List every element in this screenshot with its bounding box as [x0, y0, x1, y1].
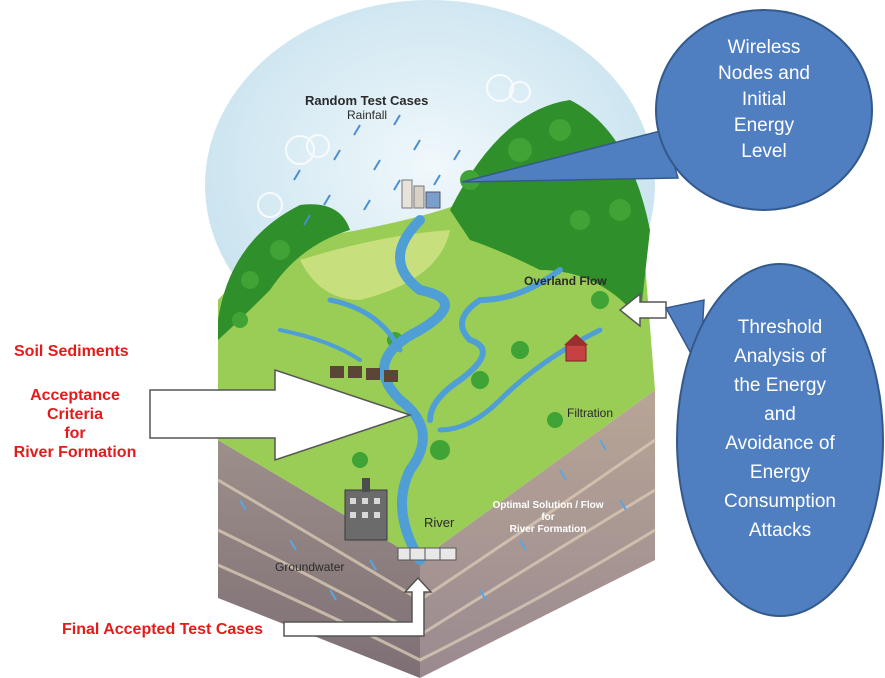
river-label: River — [424, 515, 455, 530]
forest-left — [218, 204, 350, 340]
rainfall-title: Random Test Cases — [305, 93, 429, 108]
threshold-callout-line: the Energy — [734, 375, 826, 396]
cloud-swirls — [257, 74, 531, 218]
threshold-callout-line: and — [764, 404, 796, 425]
wireless-callout-line: Initial — [741, 89, 787, 110]
final-accepted-arrow — [283, 576, 433, 637]
houses-row — [330, 366, 398, 382]
wireless-callout-line: Wireless — [727, 37, 801, 58]
optimal-line-2: for — [541, 512, 555, 523]
wireless-callout-bubble — [655, 9, 873, 211]
acceptance-line-2: Criteria — [46, 406, 104, 423]
optimal-line-3: River Formation — [509, 524, 587, 535]
wireless-callout-line: Level — [741, 141, 787, 162]
groundwater-drops — [239, 439, 627, 601]
overland-flow-label: Overland Flow — [524, 274, 607, 288]
acceptance-arrow — [149, 368, 413, 462]
wireless-callout-text: Wireless Nodes and Initial Energy Level — [676, 35, 852, 165]
threshold-callout-text: Threshold Analysis of the Energy and Avoidan… — [690, 313, 870, 545]
wireless-callout-line: Energy — [733, 115, 795, 136]
acceptance-line-1: Acceptance — [30, 387, 120, 404]
threshold-callout-line: Threshold — [737, 317, 823, 338]
river-network — [278, 215, 603, 565]
final-accepted-label: Final Accepted Test Cases — [62, 621, 263, 638]
soil-right-face — [420, 390, 655, 678]
acceptance-line-3: for — [64, 425, 86, 442]
dam — [397, 547, 457, 561]
threshold-callout-line: Analysis of — [734, 346, 826, 367]
rain-streaks — [293, 114, 461, 226]
wireless-callout-line: Nodes and — [718, 63, 810, 84]
rainfall-subtitle: Rainfall — [347, 108, 388, 122]
threshold-callout-line: Avoidance of — [725, 433, 835, 454]
threshold-callout-line: Energy — [749, 462, 811, 483]
optimal-line-1: Optimal Solution / Flow — [492, 500, 604, 511]
overland-arrow — [618, 292, 667, 328]
soil-left-face — [218, 440, 420, 678]
soil-sediments-label: Soil Sediments — [14, 343, 129, 360]
groundwater-label: Groundwater — [275, 560, 345, 574]
threshold-callout-line: Attacks — [748, 520, 812, 541]
barn — [564, 334, 588, 362]
town-buildings — [401, 179, 441, 209]
field-stripes — [300, 230, 450, 300]
optimal-solution-label: Optimal Solution / Flow for River Format… — [488, 500, 608, 536]
factory — [344, 478, 388, 541]
filtration-label: Filtration — [567, 406, 614, 420]
acceptance-line-4: River Formation — [13, 444, 137, 461]
acceptance-criteria-label: Acceptance Criteria for River Formation — [0, 386, 150, 462]
threshold-callout-line: Consumption — [724, 491, 836, 512]
threshold-callout-bubble — [676, 263, 884, 617]
